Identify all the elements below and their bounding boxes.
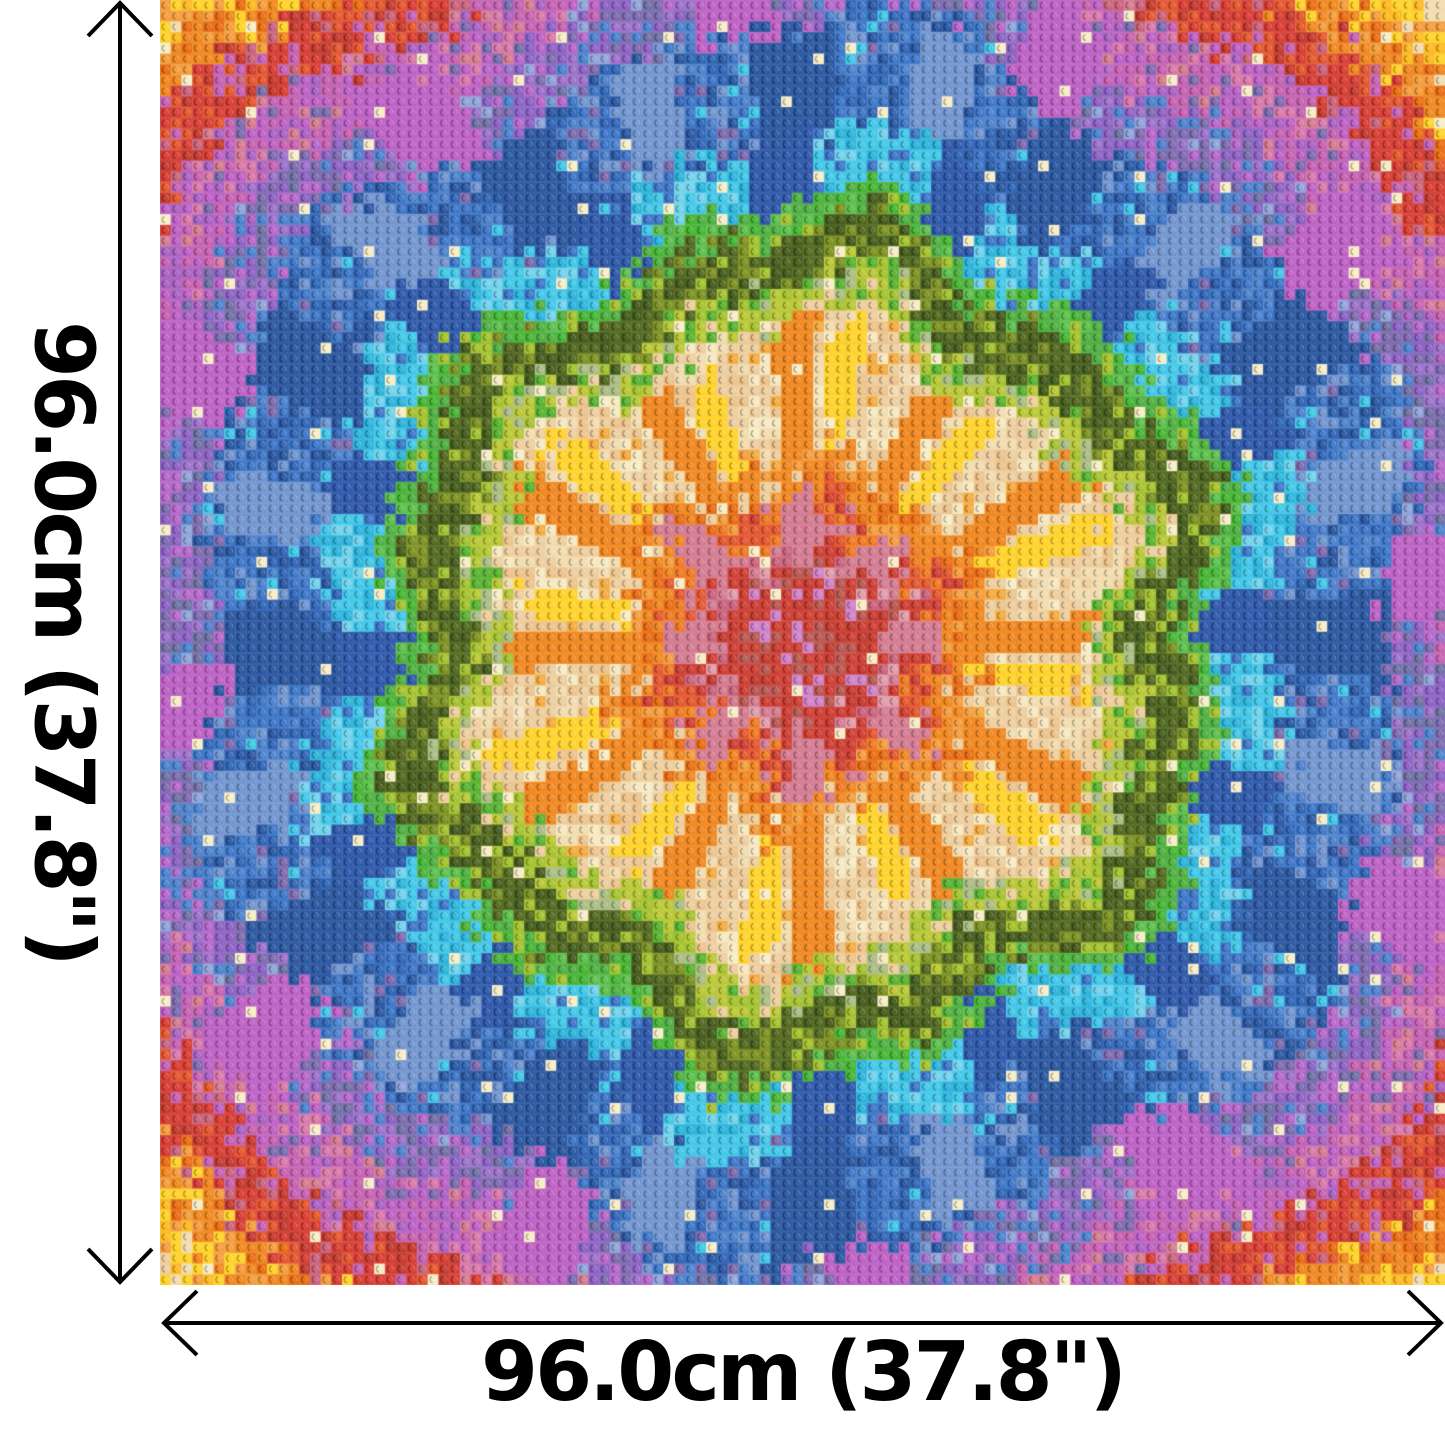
- width-dimension-arrow: [161, 1289, 1444, 1357]
- arrowhead-right-icon: [1406, 1289, 1444, 1357]
- width-label: 96.0cm (37.8"): [481, 1325, 1127, 1420]
- height-label: 96.0cm (37.8"): [15, 321, 111, 964]
- height-dimension-arrow: [86, 0, 154, 1285]
- mosaic-canvas: [160, 0, 1445, 1285]
- arrowhead-down-icon: [86, 1247, 154, 1285]
